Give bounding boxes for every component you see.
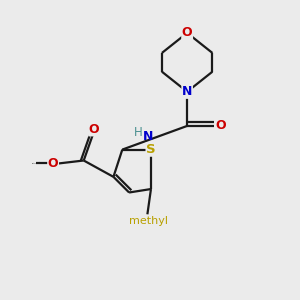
Text: H: H	[134, 126, 143, 139]
Text: O: O	[182, 26, 193, 39]
Text: O: O	[215, 119, 226, 132]
Text: S: S	[146, 143, 156, 156]
Text: methyl: methyl	[129, 216, 168, 226]
Text: methyl: methyl	[32, 163, 37, 164]
Text: O: O	[48, 157, 58, 170]
Text: N: N	[182, 85, 192, 98]
Text: N: N	[143, 130, 153, 143]
Text: methyl: methyl	[38, 162, 43, 163]
Text: O: O	[89, 123, 99, 136]
